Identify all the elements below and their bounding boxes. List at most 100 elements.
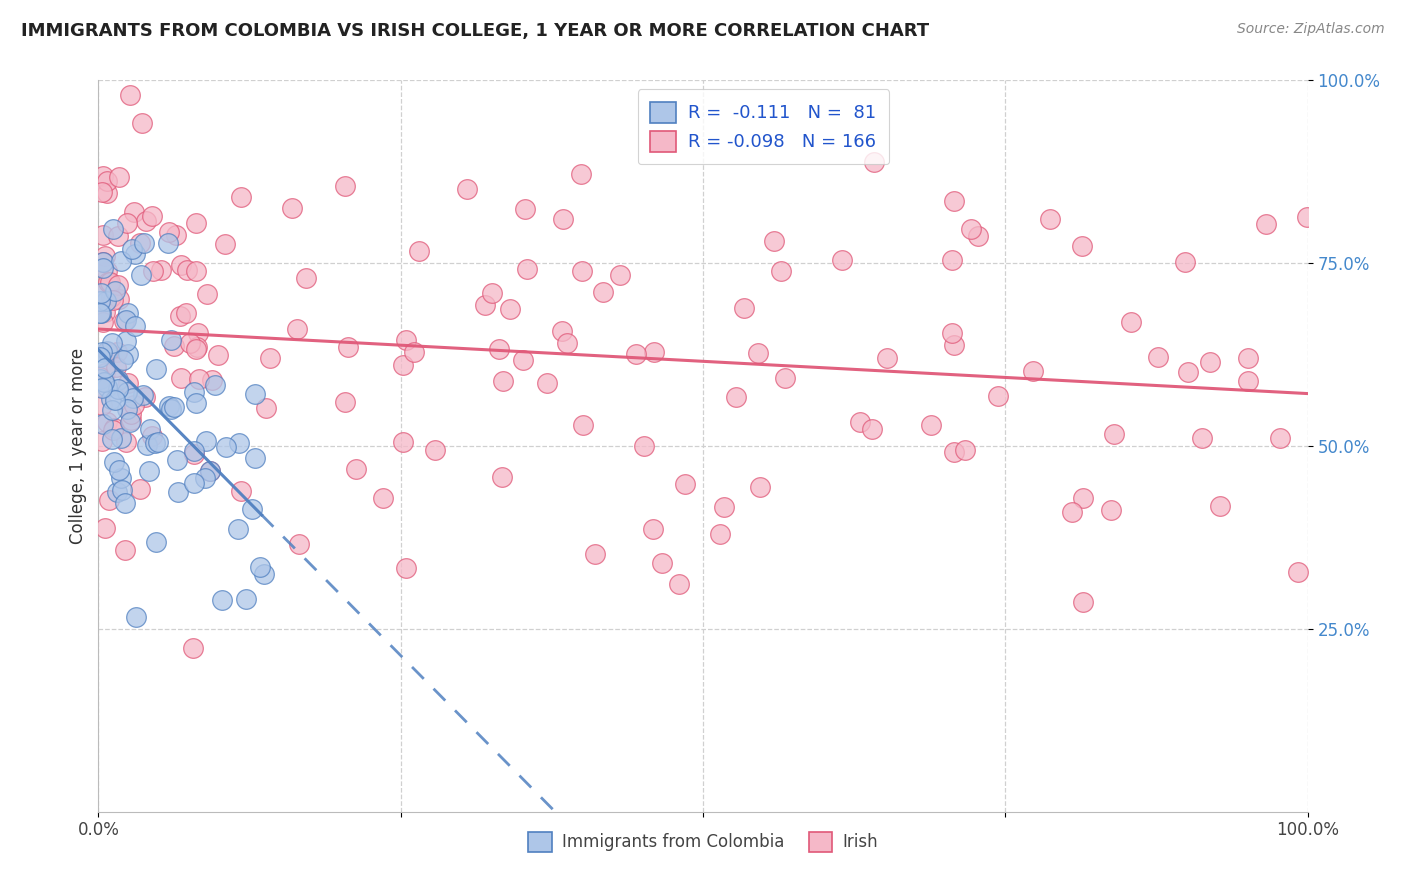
Point bbox=[115, 401, 138, 416]
Point bbox=[101, 293, 124, 307]
Point bbox=[160, 333, 183, 347]
Point bbox=[120, 407, 142, 421]
Point bbox=[1177, 365, 1199, 379]
Point bbox=[295, 270, 318, 285]
Point bbox=[167, 485, 190, 500]
Point bbox=[942, 444, 965, 458]
Point bbox=[194, 471, 217, 485]
Point bbox=[121, 242, 143, 256]
Point bbox=[145, 362, 167, 376]
Point bbox=[111, 483, 134, 497]
Point bbox=[118, 87, 141, 102]
Point bbox=[100, 275, 122, 289]
Point bbox=[94, 361, 117, 376]
Point bbox=[176, 262, 198, 277]
Point bbox=[96, 415, 118, 429]
Point bbox=[1071, 238, 1094, 252]
Point bbox=[183, 444, 205, 458]
Point bbox=[101, 432, 124, 446]
Point bbox=[91, 381, 114, 395]
Point bbox=[89, 371, 111, 385]
Point bbox=[93, 254, 115, 268]
Point bbox=[513, 202, 536, 217]
Point bbox=[163, 339, 186, 353]
Point bbox=[115, 385, 138, 400]
Point bbox=[492, 375, 515, 389]
Point bbox=[499, 302, 522, 317]
Point bbox=[104, 393, 127, 408]
Point bbox=[243, 451, 266, 466]
Point bbox=[1099, 503, 1122, 517]
Point bbox=[129, 235, 152, 250]
Point bbox=[281, 201, 304, 215]
Point bbox=[215, 440, 238, 454]
Point bbox=[1119, 315, 1142, 329]
Point bbox=[94, 521, 117, 535]
Point bbox=[633, 439, 655, 453]
Point bbox=[831, 252, 853, 267]
Point bbox=[114, 496, 136, 510]
Point bbox=[953, 443, 976, 458]
Point bbox=[920, 417, 942, 432]
Point bbox=[1286, 566, 1309, 580]
Point bbox=[91, 169, 114, 183]
Point bbox=[165, 227, 187, 242]
Point bbox=[91, 255, 114, 269]
Point bbox=[235, 592, 257, 607]
Point bbox=[183, 448, 205, 462]
Point bbox=[120, 413, 142, 427]
Point bbox=[96, 379, 118, 393]
Point bbox=[128, 483, 150, 497]
Point bbox=[131, 116, 153, 130]
Point bbox=[1071, 595, 1094, 609]
Point bbox=[943, 338, 966, 352]
Point bbox=[1073, 491, 1095, 506]
Point bbox=[1022, 364, 1045, 378]
Point bbox=[105, 484, 128, 499]
Point bbox=[555, 336, 578, 351]
Point bbox=[626, 347, 648, 361]
Point bbox=[112, 314, 135, 328]
Point bbox=[145, 535, 167, 549]
Point bbox=[254, 401, 277, 415]
Point bbox=[943, 194, 966, 208]
Point bbox=[94, 249, 117, 263]
Point bbox=[110, 471, 132, 485]
Point bbox=[392, 434, 415, 449]
Text: Source: ZipAtlas.com: Source: ZipAtlas.com bbox=[1237, 22, 1385, 37]
Point bbox=[733, 301, 755, 316]
Point bbox=[551, 211, 574, 226]
Point bbox=[226, 522, 249, 536]
Point bbox=[107, 278, 129, 293]
Point bbox=[214, 236, 236, 251]
Point bbox=[1199, 355, 1222, 369]
Point bbox=[91, 316, 114, 330]
Point bbox=[941, 252, 963, 267]
Point bbox=[90, 186, 112, 200]
Point bbox=[186, 263, 208, 277]
Point bbox=[146, 434, 169, 449]
Point bbox=[150, 263, 173, 277]
Point bbox=[135, 214, 157, 228]
Point bbox=[184, 216, 207, 230]
Point bbox=[336, 340, 359, 354]
Point bbox=[863, 155, 886, 169]
Point bbox=[114, 435, 136, 450]
Legend: Immigrants from Colombia, Irish: Immigrants from Colombia, Irish bbox=[522, 826, 884, 858]
Point bbox=[204, 378, 226, 392]
Point bbox=[481, 285, 503, 300]
Point bbox=[724, 390, 747, 404]
Point bbox=[187, 326, 209, 340]
Point bbox=[709, 526, 731, 541]
Point bbox=[117, 306, 139, 320]
Point bbox=[207, 348, 229, 362]
Point bbox=[333, 178, 356, 193]
Point bbox=[198, 464, 221, 478]
Point bbox=[110, 254, 132, 268]
Point bbox=[491, 469, 513, 483]
Point bbox=[166, 453, 188, 467]
Point bbox=[583, 548, 606, 562]
Point bbox=[169, 309, 191, 323]
Point bbox=[253, 566, 276, 581]
Point bbox=[392, 359, 415, 373]
